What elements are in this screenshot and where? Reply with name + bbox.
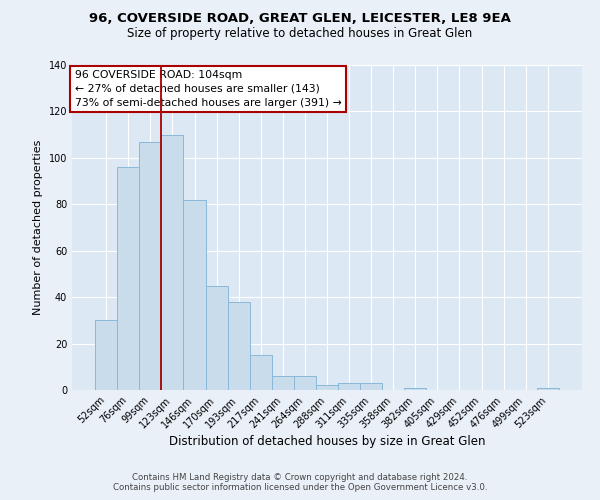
Bar [117,167,139,390]
Bar [206,286,227,390]
Bar [294,376,316,390]
Text: 96 COVERSIDE ROAD: 104sqm
← 27% of detached houses are smaller (143)
73% of semi: 96 COVERSIDE ROAD: 104sqm ← 27% of detac… [74,70,341,108]
Bar [184,200,206,390]
Bar [95,320,117,390]
Bar [272,376,294,390]
Bar [338,383,360,390]
X-axis label: Distribution of detached houses by size in Great Glen: Distribution of detached houses by size … [169,436,485,448]
Bar [250,355,272,390]
Bar [161,134,184,390]
Bar [139,142,161,390]
Text: Contains HM Land Registry data © Crown copyright and database right 2024.
Contai: Contains HM Land Registry data © Crown c… [113,473,487,492]
Text: 96, COVERSIDE ROAD, GREAT GLEN, LEICESTER, LE8 9EA: 96, COVERSIDE ROAD, GREAT GLEN, LEICESTE… [89,12,511,26]
Bar [227,302,250,390]
Bar [316,386,338,390]
Bar [404,388,427,390]
Bar [360,383,382,390]
Y-axis label: Number of detached properties: Number of detached properties [33,140,43,315]
Text: Size of property relative to detached houses in Great Glen: Size of property relative to detached ho… [127,28,473,40]
Bar [537,388,559,390]
